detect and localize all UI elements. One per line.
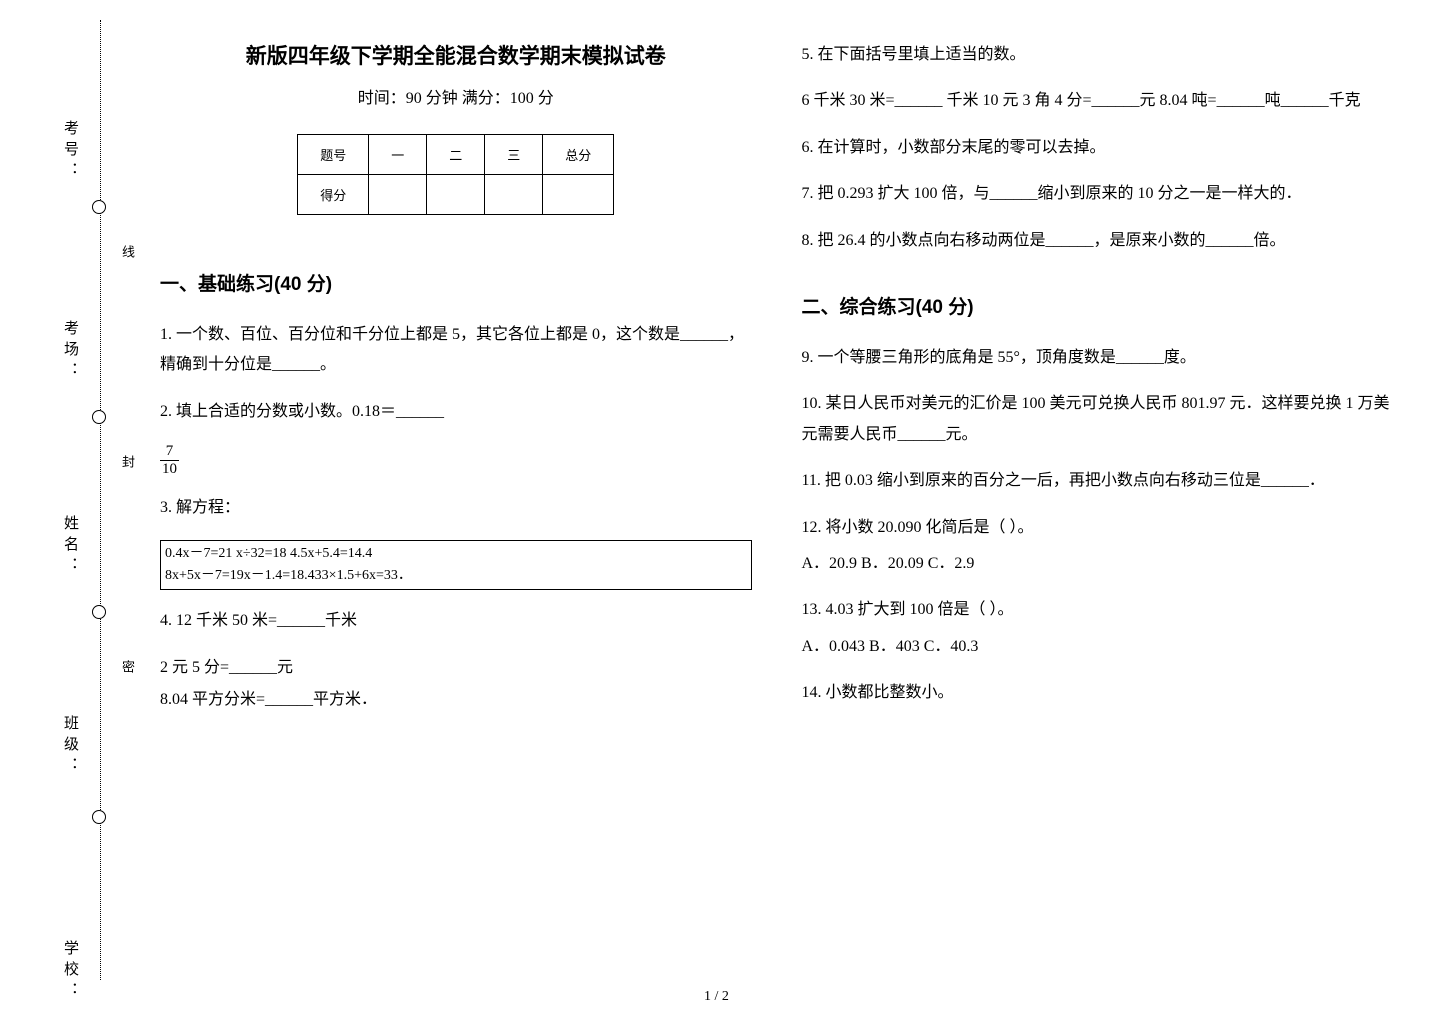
column-left: 新版四年级下学期全能混合数学期末模拟试卷 时间：90 分钟 满分：100 分 题… [160, 40, 752, 981]
question-2: 2. 填上合适的分数或小数。0.18＝______ [160, 397, 752, 427]
section-1-head: 一、基础练习(40 分) [160, 269, 752, 296]
question-12: 12. 将小数 20.090 化简后是（ ）。 [802, 513, 1394, 543]
section-2-head: 二、综合练习(40 分) [802, 292, 1394, 319]
question-1: 1. 一个数、百位、百分位和千分位上都是 5，其它各位上都是 0，这个数是___… [160, 320, 752, 381]
fraction-7-10: 7 10 [160, 443, 752, 477]
score-th: 三 [485, 135, 543, 175]
binding-circle [92, 810, 106, 824]
binding-label-examid: 考号： [60, 120, 81, 183]
question-4b: 2 元 5 分=______元 [160, 653, 752, 683]
question-12-options: A．20.9 B．20.09 C．2.9 [802, 549, 1394, 579]
question-3: 3. 解方程： [160, 493, 752, 523]
question-7: 7. 把 0.293 扩大 100 倍，与______缩小到原来的 10 分之一… [802, 179, 1394, 209]
score-cell [369, 175, 427, 215]
score-th: 总分 [543, 135, 614, 175]
binding-seal-xian: 线 [118, 245, 137, 286]
question-4a: 4. 12 千米 50 米=______千米 [160, 606, 752, 636]
score-cell [485, 175, 543, 215]
binding-seal-feng: 封 [118, 455, 137, 496]
question-4c: 8.04 平方分米=______平方米． [160, 685, 752, 715]
eq-line: 8x+5x－7=19x－1.4=18.433×1.5+6x=33． [165, 565, 747, 587]
score-th: 二 [427, 135, 485, 175]
page-number: 1 / 2 [0, 989, 1433, 1005]
binding-circle [92, 605, 106, 619]
paper-title: 新版四年级下学期全能混合数学期末模拟试卷 [160, 40, 752, 70]
eq-line: 0.4x－7=21 x÷32=18 4.5x+5.4=14.4 [165, 543, 747, 565]
binding-dotted-line [100, 20, 102, 980]
question-11: 11. 把 0.03 缩小到原来的百分之一后，再把小数点向右移动三位是_____… [802, 466, 1394, 496]
binding-label-room: 考场： [60, 320, 81, 383]
question-10: 10. 某日人民币对美元的汇价是 100 美元可兑换人民币 801.97 元．这… [802, 389, 1394, 450]
score-table: 题号 一 二 三 总分 得分 [297, 134, 614, 215]
score-cell [543, 175, 614, 215]
binding-seal-mi: 密 [118, 660, 137, 701]
question-9: 9. 一个等腰三角形的底角是 55°，顶角度数是______度。 [802, 343, 1394, 373]
question-13: 13. 4.03 扩大到 100 倍是（ ）。 [802, 595, 1394, 625]
question-8: 8. 把 26.4 的小数点向右移动两位是______，是原来小数的______… [802, 226, 1394, 256]
question-3-equations: 0.4x－7=21 x÷32=18 4.5x+5.4=14.4 8x+5x－7=… [160, 540, 752, 591]
binding-label-name: 姓名： [60, 515, 81, 578]
column-right: 5. 在下面括号里填上适当的数。 6 千米 30 米=______ 千米 10 … [802, 40, 1394, 981]
binding-margin: 考号： 考场： 姓名： 班级： 学校： 线 封 密 [0, 0, 140, 1011]
question-5a: 6 千米 30 米=______ 千米 10 元 3 角 4 分=______元… [802, 86, 1394, 116]
fraction-num: 7 [160, 443, 179, 461]
question-14: 14. 小数都比整数小。 [802, 678, 1394, 708]
fraction-den: 10 [160, 461, 179, 478]
question-13-options: A．0.043 B．403 C．40.3 [802, 632, 1394, 662]
binding-label-class: 班级： [60, 715, 81, 778]
score-th: 一 [369, 135, 427, 175]
binding-circle [92, 200, 106, 214]
page-body: 新版四年级下学期全能混合数学期末模拟试卷 时间：90 分钟 满分：100 分 题… [160, 40, 1393, 981]
score-th: 题号 [298, 135, 369, 175]
question-5: 5. 在下面括号里填上适当的数。 [802, 40, 1394, 70]
score-cell [427, 175, 485, 215]
binding-circle [92, 410, 106, 424]
fraction: 7 10 [160, 443, 179, 477]
paper-subtitle: 时间：90 分钟 满分：100 分 [160, 84, 752, 108]
score-row-label: 得分 [298, 175, 369, 215]
question-6: 6. 在计算时，小数部分末尾的零可以去掉。 [802, 133, 1394, 163]
